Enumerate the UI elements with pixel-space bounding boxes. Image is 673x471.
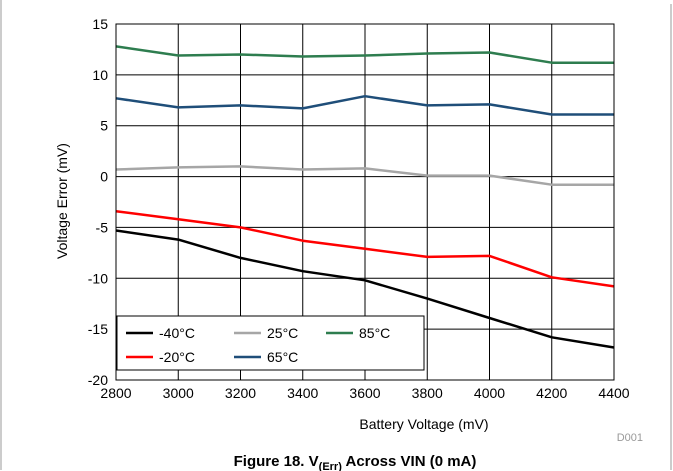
y-tick-label: 5 [100, 118, 108, 134]
y-tick-labels: -20 -15 -10 -5 0 5 10 15 [88, 16, 108, 388]
x-tick-label: 3600 [349, 385, 380, 401]
caption-suffix: Across VIN (0 mA) [342, 453, 476, 470]
series-line-0 [115, 229, 615, 349]
legend-label: 65°C [267, 349, 298, 365]
y-tick-label: 0 [100, 169, 108, 185]
caption-prefix: Figure 18. V [234, 453, 319, 470]
x-tick-label: 3200 [225, 385, 256, 401]
x-tick-label: 4000 [474, 385, 505, 401]
x-axis-label: Battery Voltage (mV) [359, 416, 488, 432]
y-tick-label: 15 [92, 16, 108, 32]
series-line-4 [115, 45, 614, 64]
x-tick-label: 2800 [100, 385, 131, 401]
series-line-2 [115, 165, 614, 186]
figure-caption: Figure 18. V(Err) Across VIN (0 mA) [234, 453, 477, 471]
caption-subscript: (Err) [319, 461, 343, 471]
y-tick-label: 10 [92, 67, 108, 83]
x-tick-label: 3400 [287, 385, 318, 401]
plot-area-frame [115, 23, 615, 381]
x-tick-label: 4200 [536, 385, 567, 401]
x-tick-label: 3800 [412, 385, 443, 401]
series-lines [115, 45, 615, 349]
y-tick-label: -20 [88, 372, 108, 388]
series-line-3 [115, 94, 614, 116]
y-tick-label: -5 [96, 219, 109, 235]
legend-label: -40°C [159, 325, 195, 341]
y-tick-label: -10 [88, 270, 108, 286]
chart: -20 -15 -10 -5 0 5 10 15 2800 3000 3200 3400 3600 38… [54, 16, 630, 432]
legend: -40°C 25°C 85°C -20°C 65°C [116, 315, 425, 371]
legend-box [116, 315, 425, 371]
legend-label: 25°C [267, 325, 298, 341]
legend-label: -20°C [159, 349, 195, 365]
x-tick-label: 3000 [163, 385, 194, 401]
y-tick-label: -15 [88, 321, 108, 337]
y-axis-label: Voltage Error (mV) [54, 143, 70, 259]
x-tick-label: 4400 [598, 385, 629, 401]
legend-label: 85°C [359, 325, 390, 341]
figure-code: D001 [617, 432, 643, 444]
series-line-1 [115, 209, 615, 288]
x-tick-labels: 2800 3000 3200 3400 3600 3800 4000 4200 4400 [100, 385, 629, 401]
